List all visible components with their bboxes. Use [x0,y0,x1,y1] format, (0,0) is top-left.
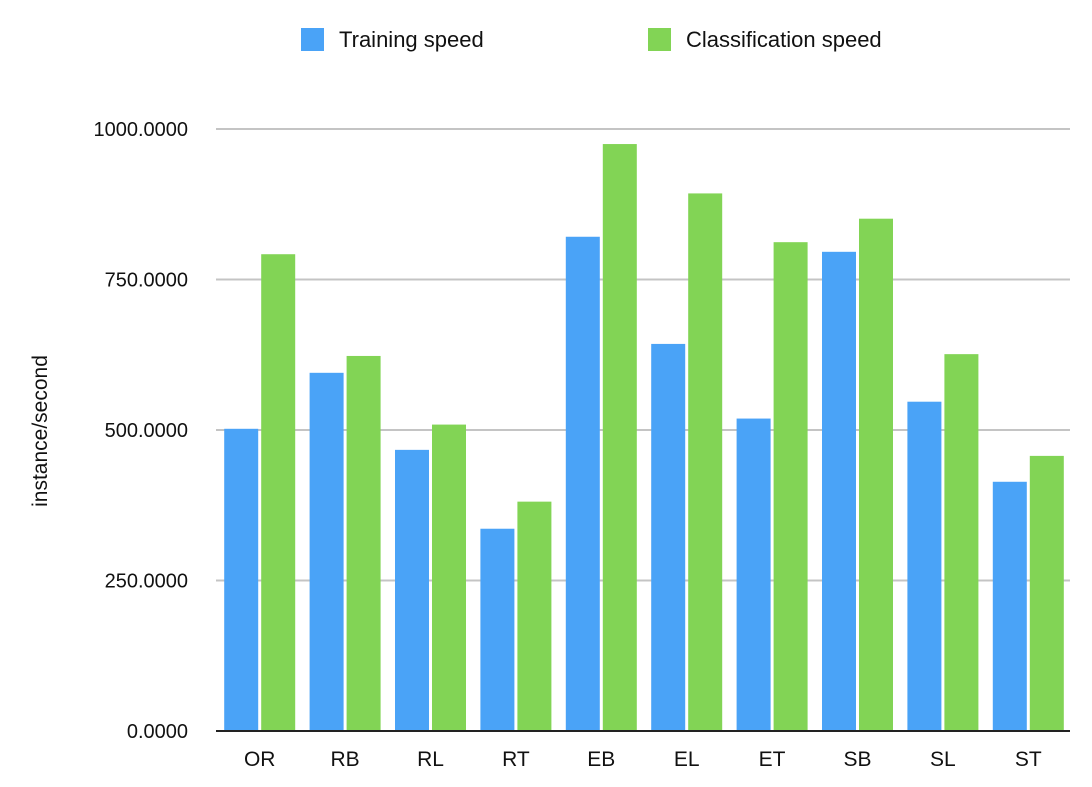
y-tick-label: 750.0000 [105,270,188,292]
bar-rt-series-1 [480,528,515,730]
bar-et-series-2 [773,242,808,730]
bar-sl-series-1 [907,401,942,730]
x-tick-label: EB [587,748,615,771]
bars [224,144,1064,731]
bar-sb-series-2 [859,218,893,730]
legend-label-series-2: Classification speed [686,27,882,52]
x-tick-label: ET [759,748,786,771]
x-tick-label: ST [1015,748,1042,771]
x-tick-label: RT [502,748,530,771]
bar-et-series-1 [736,418,771,730]
x-tick-label: SL [930,748,956,771]
x-tick-label: RB [331,748,360,771]
x-tick-label: OR [244,748,276,771]
bar-sb-series-1 [822,251,856,731]
y-tick-label: 0.0000 [127,721,188,743]
y-tick-label: 500.0000 [105,420,188,442]
y-axis-ticks: 0.0000 250.0000 500.0000 750.0000 1000.0000 [93,119,188,743]
legend-swatch-series-2 [648,28,671,51]
bar-eb-series-2 [602,144,637,731]
bar-rt-series-2 [517,501,552,730]
bar-rb-series-1 [309,372,344,730]
bar-or-series-2 [261,254,296,730]
bar-rl-series-1 [395,449,429,730]
y-tick-label: 1000.0000 [93,119,188,141]
legend-label-series-1: Training speed [339,27,484,52]
x-tick-label: SB [843,748,871,771]
y-axis-title: instance/second [29,355,52,507]
bar-st-series-2 [1029,455,1064,730]
bar-rb-series-2 [346,355,381,730]
x-axis-labels: OR RB RL RT EB EL ET SB SL ST [244,748,1042,771]
legend: Training speed Classification speed [301,27,882,52]
bar-st-series-1 [992,481,1027,730]
y-tick-label: 250.0000 [105,571,188,593]
x-tick-label: RL [417,748,444,771]
gridlines [216,128,1070,732]
bar-el-series-1 [651,343,686,730]
bar-sl-series-2 [944,354,979,730]
bar-rl-series-2 [432,424,466,730]
bar-el-series-2 [688,193,723,730]
bar-eb-series-1 [565,236,600,730]
bar-or-series-1 [224,428,259,730]
x-tick-label: EL [674,748,700,771]
legend-swatch-series-1 [301,28,324,51]
